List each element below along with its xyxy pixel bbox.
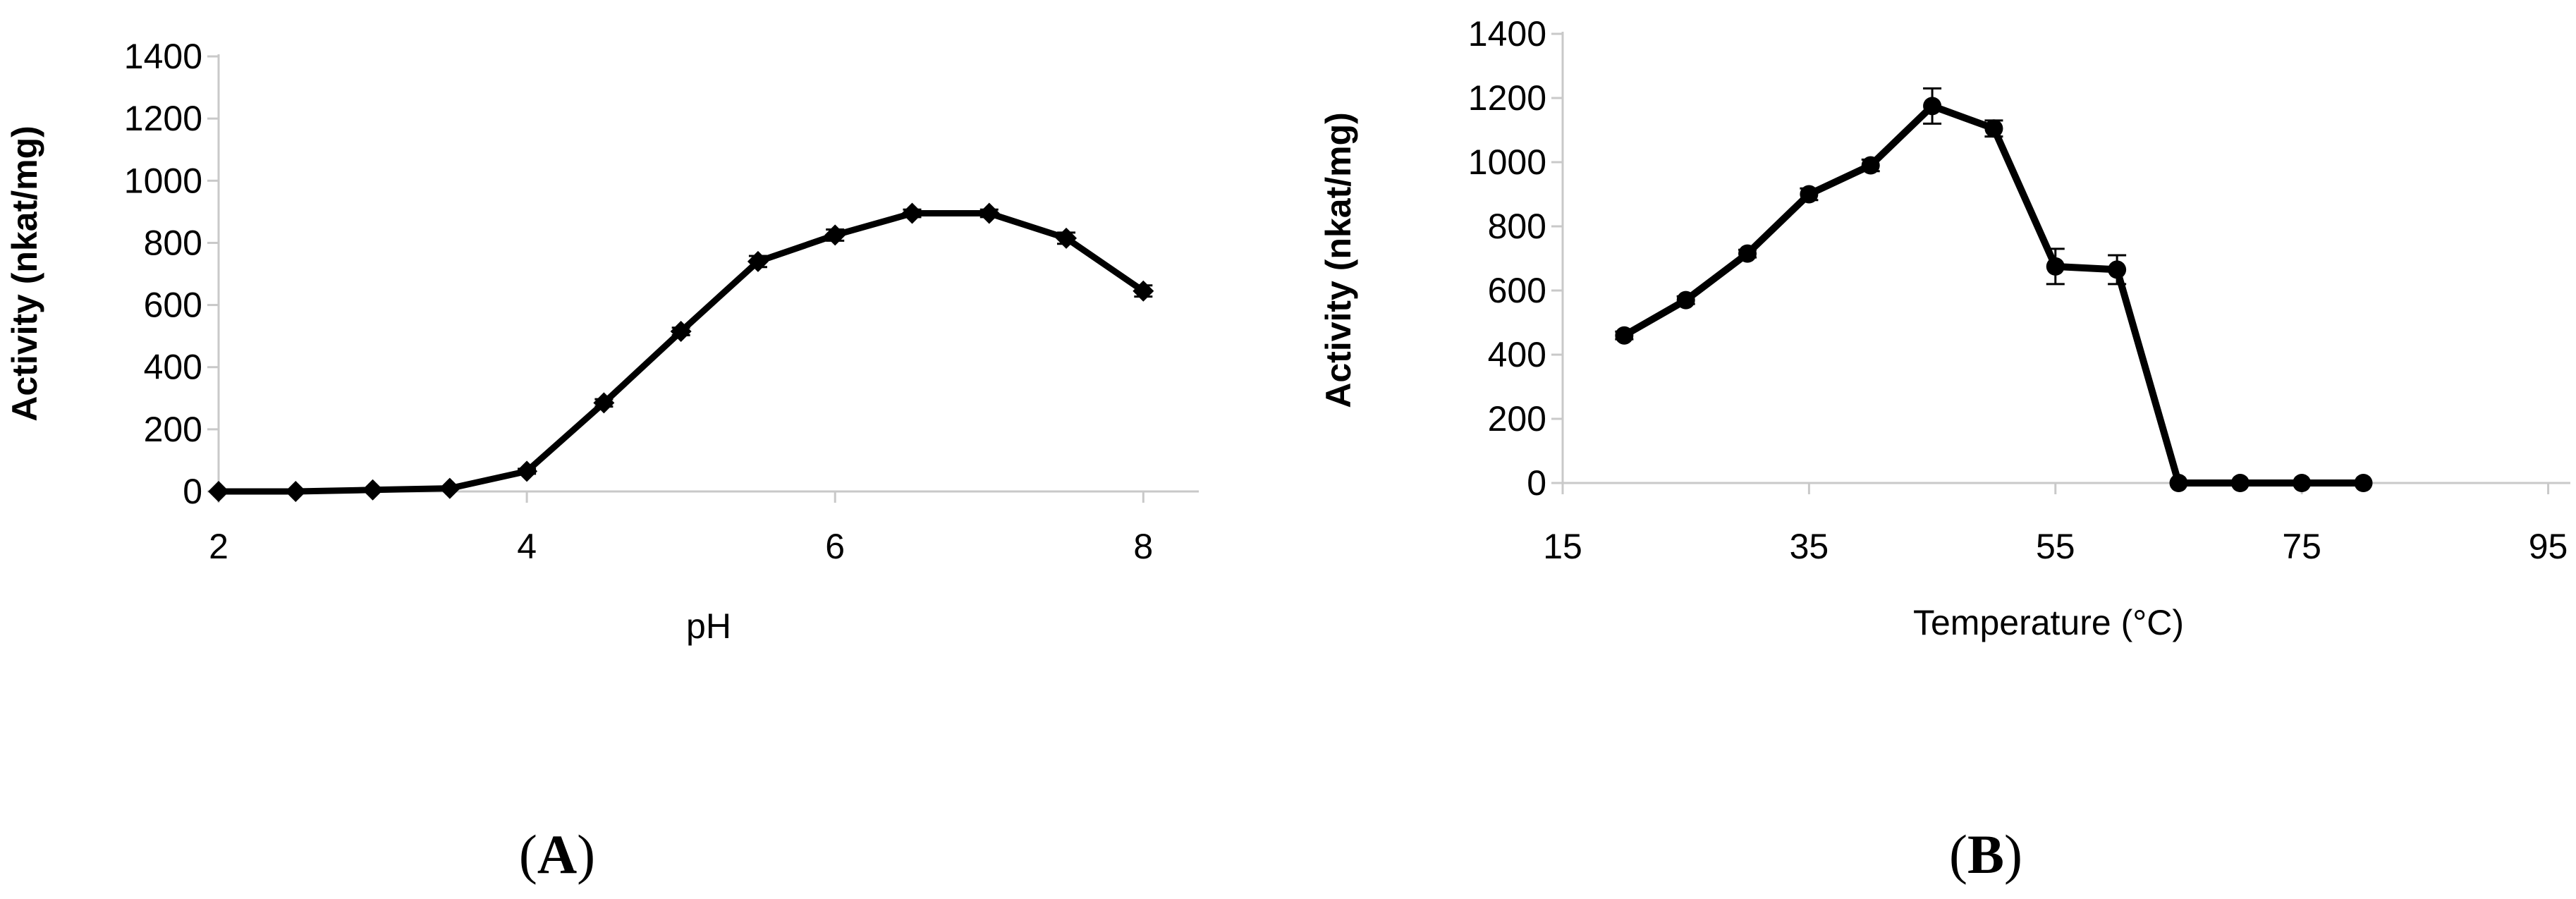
panel-label-a: (A) [519,823,595,886]
panel-b-paren-open: ( [1949,824,1967,885]
x-tick-label: 8 [1133,527,1153,566]
y-tick-label: 800 [1488,207,1546,246]
x-tick-label: 75 [2282,527,2321,566]
data-point-marker [2230,474,2250,492]
y-axis-title: Activity (nkat/mg) [5,126,44,422]
y-tick-label: 1000 [124,161,202,200]
data-point-marker [1984,119,2003,138]
y-tick-label: 400 [144,348,202,387]
y-tick-label: 0 [183,472,202,511]
panel-label-b: (B) [1949,823,2022,886]
data-point-marker [1676,291,1695,310]
panel-a-letter: A [537,824,578,885]
x-tick-label: 15 [1543,527,1582,566]
data-point-marker [2293,474,2312,492]
x-tick-label: 4 [517,527,537,566]
data-point-marker [670,321,692,343]
data-point-marker [2108,260,2127,279]
y-tick-label: 200 [1488,399,1546,439]
x-tick-label: 95 [2529,527,2568,566]
y-tick-label: 200 [144,410,202,449]
x-tick-label: 6 [825,527,845,566]
y-axis-title: Activity (nkat/mg) [1319,112,1358,408]
data-point-marker [747,250,769,272]
data-point-marker [285,481,307,502]
panel-b-letter: B [1967,824,2005,885]
data-point-marker [824,224,846,246]
series-line [215,210,1147,495]
y-tick-label: 1400 [124,37,202,76]
y-tick-label: 1400 [1468,14,1546,54]
y-tick-label: 600 [144,286,202,325]
chart-b: 0 200 400 600 800 1000 1200 1400 15 35 55 75 95 Tempe… [1319,14,2570,642]
data-point-marker [2046,257,2065,276]
data-point-marker [978,202,1000,224]
y-tick-label: 600 [1488,271,1546,310]
data-point-marker [1615,326,1634,345]
series-line [1620,102,2367,487]
panel-a-paren-close: ) [577,824,596,885]
data-point-marker [593,392,615,414]
data-point-marker [1738,244,1757,263]
data-point-marker [2169,474,2188,492]
x-axis-title: pH [686,606,731,646]
y-tick-label: 800 [144,223,202,262]
data-point-marker [901,202,923,224]
x-tick-label: 55 [2036,527,2075,566]
y-tick-label: 1000 [1468,142,1546,182]
data-point-marker [516,460,538,482]
y-tick-label: 400 [1488,335,1546,374]
data-point-marker [1800,185,1819,204]
x-tick-label: 2 [209,527,228,566]
chart-a: 0 200 400 600 800 1000 1200 1400 2 4 6 8 pH Activity … [5,37,1199,646]
data-point-marker [439,477,460,499]
data-point-marker [362,479,384,501]
y-tick-label: 0 [1527,463,1546,503]
x-tick-label: 35 [1790,527,1829,566]
data-point-marker [2354,474,2373,492]
data-point-marker [1056,227,1078,249]
data-point-marker [1861,156,1880,175]
panel-a-paren-open: ( [518,824,537,885]
x-axis-title: Temperature (°C) [1913,603,2184,642]
y-tick-label: 1200 [124,99,202,138]
data-point-marker [1923,97,1942,116]
data-point-marker [1133,280,1154,302]
data-point-marker [208,481,229,502]
panel-b-paren-close: ) [2004,824,2022,885]
y-tick-label: 1200 [1468,78,1546,118]
